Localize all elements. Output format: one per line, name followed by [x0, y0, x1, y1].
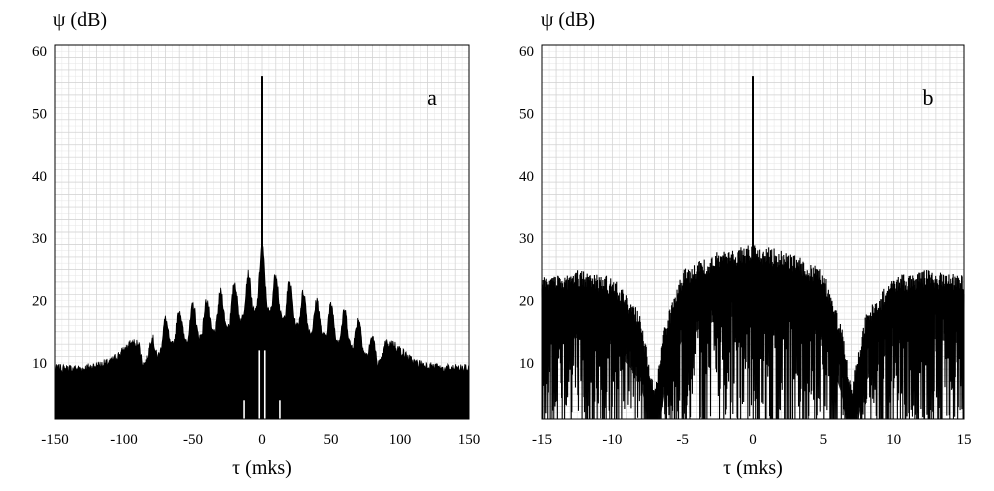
panel-b: -15 -10 -5 0 5 10 15 10 20 30 40 50 60 ψ (dB) τ (mks) b	[519, 9, 972, 479]
y-tick-label: 10	[32, 356, 47, 372]
y-tick-label: 10	[519, 356, 534, 372]
x-tick-label: -100	[110, 432, 138, 448]
panel-a: -150 -100 -50 0 50 100 150 10 20 30 40 50 60 ψ (dB) τ …	[32, 9, 480, 479]
panel-label: b	[923, 85, 934, 110]
signal-body	[542, 269, 964, 419]
x-axis-label: τ (mks)	[723, 457, 783, 479]
x-tick-label: -150	[41, 432, 69, 448]
x-tick-label: -5	[676, 432, 689, 448]
panel-label: a	[427, 85, 437, 110]
x-tick-label: 5	[820, 432, 828, 448]
series-b	[541, 76, 965, 420]
x-axis-label: τ (mks)	[232, 457, 292, 479]
x-tick-label: 100	[389, 432, 412, 448]
x-tick-label: -10	[602, 432, 622, 448]
y-tick-label: 60	[519, 44, 534, 60]
x-tick-label: 0	[749, 432, 757, 448]
y-tick-label: 20	[32, 294, 47, 310]
y-tick-label: 50	[32, 107, 47, 123]
plot-frame	[541, 44, 965, 420]
x-tick-label: -50	[183, 432, 203, 448]
x-tick-label: 0	[258, 432, 266, 448]
y-tick-label: 40	[32, 169, 47, 185]
x-tick-label: 50	[324, 432, 339, 448]
y-axis-label: ψ (dB)	[541, 9, 595, 31]
y-tick-label: 60	[32, 44, 47, 60]
y-tick-label: 40	[519, 169, 534, 185]
y-tick-label: 30	[32, 231, 47, 247]
y-tick-label: 30	[519, 231, 534, 247]
x-tick-label: 10	[886, 432, 901, 448]
x-tick-label: -15	[532, 432, 552, 448]
y-tick-label: 20	[519, 294, 534, 310]
y-tick-label: 50	[519, 107, 534, 123]
plot-frame	[54, 44, 470, 420]
x-tick-label: 15	[957, 432, 972, 448]
x-tick-label: 150	[458, 432, 481, 448]
series-a	[54, 76, 470, 420]
y-axis-label: ψ (dB)	[53, 9, 107, 31]
